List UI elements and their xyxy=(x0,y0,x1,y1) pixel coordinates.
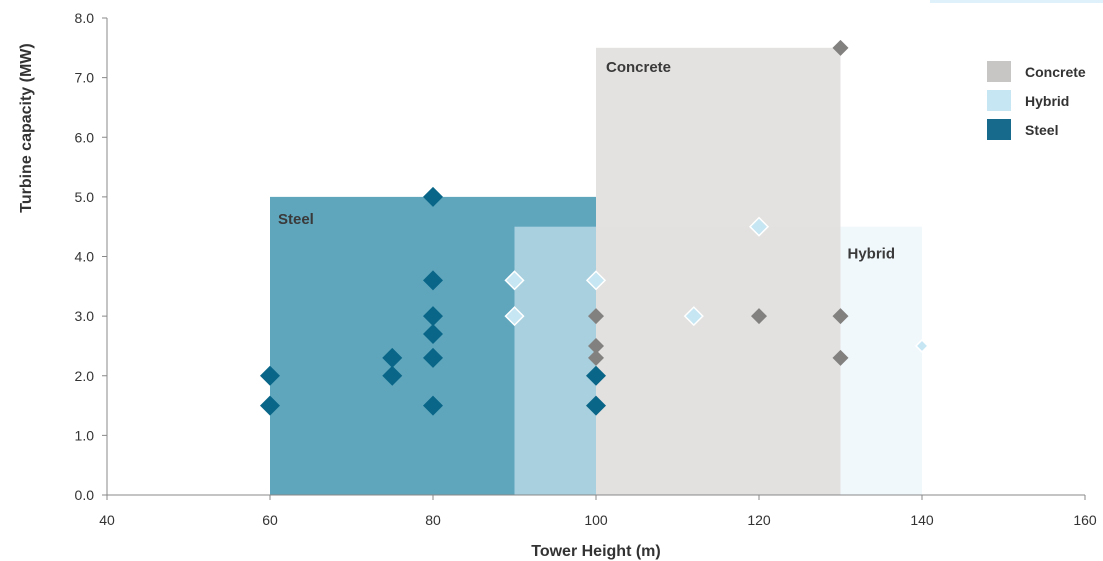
point-steel xyxy=(423,270,443,291)
legend-swatch-concrete xyxy=(987,61,1011,82)
y-tick-label: 1.0 xyxy=(75,427,95,443)
y-tick-label: 8.0 xyxy=(75,10,95,26)
x-tick-label: 120 xyxy=(747,512,771,528)
region-concrete xyxy=(596,47,841,495)
y-tick-label: 5.0 xyxy=(75,189,95,205)
point-steel xyxy=(382,347,403,368)
x-tick-label: 40 xyxy=(99,512,115,528)
regions-layer xyxy=(270,47,922,495)
y-tick-label: 2.0 xyxy=(75,368,95,384)
x-tick-label: 140 xyxy=(910,512,934,528)
point-hybrid xyxy=(504,306,525,327)
axes-layer: 0.0 1.0 2.0 3.0 4.0 5.0 6.0 7.0 8.0 40 60 80 100 120 1… xyxy=(75,10,1097,528)
legend: Concrete Hybrid Steel xyxy=(987,61,1086,140)
point-concrete xyxy=(832,39,849,56)
x-tick-label: 160 xyxy=(1073,512,1097,528)
region-labels-layer: Steel Hybrid Concrete xyxy=(278,59,895,263)
point-steel xyxy=(423,306,443,327)
point-steel xyxy=(423,347,443,368)
point-concrete xyxy=(751,308,767,325)
point-steel xyxy=(586,365,606,386)
point-hybrid xyxy=(585,270,607,291)
region-label-concrete: Concrete xyxy=(606,59,671,76)
x-tick-label: 80 xyxy=(425,512,441,528)
point-concrete xyxy=(832,349,849,366)
point-steel xyxy=(260,395,280,416)
x-tick-label: 100 xyxy=(584,512,608,528)
legend-label-concrete: Concrete xyxy=(1025,64,1086,80)
point-steel xyxy=(260,365,280,386)
y-tick-label: 6.0 xyxy=(75,129,95,145)
point-steel xyxy=(423,324,443,345)
point-concrete xyxy=(588,308,604,325)
legend-swatch-hybrid xyxy=(987,90,1011,111)
region-label-steel: Steel xyxy=(278,211,314,228)
x-axis-title: Tower Height (m) xyxy=(531,543,660,560)
y-tick-label: 0.0 xyxy=(75,487,95,503)
point-hybrid xyxy=(683,306,704,327)
top-accent-bar xyxy=(930,0,1103,3)
point-concrete xyxy=(832,308,849,325)
legend-label-hybrid: Hybrid xyxy=(1025,93,1069,109)
region-label-hybrid: Hybrid xyxy=(848,246,896,263)
x-tick-label: 60 xyxy=(262,512,278,528)
point-concrete xyxy=(588,337,604,354)
point-hybrid xyxy=(914,338,930,353)
legend-swatch-steel xyxy=(987,119,1011,140)
y-tick-label: 7.0 xyxy=(75,70,95,86)
point-concrete xyxy=(588,349,604,366)
y-tick-label: 3.0 xyxy=(75,308,95,324)
point-steel xyxy=(586,395,606,416)
y-axis-title: Turbine capacity (MW) xyxy=(18,43,35,213)
point-steel xyxy=(423,186,443,207)
point-hybrid xyxy=(504,270,525,291)
point-steel xyxy=(382,365,403,386)
point-steel xyxy=(423,395,443,416)
points-layer xyxy=(260,39,930,416)
y-tick-label: 4.0 xyxy=(75,249,95,265)
point-hybrid xyxy=(748,216,770,237)
legend-label-steel: Steel xyxy=(1025,122,1058,138)
